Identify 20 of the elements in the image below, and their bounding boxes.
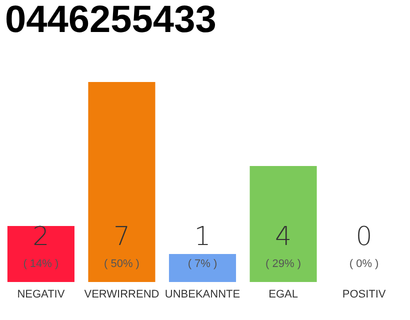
annotation: 1 (194, 222, 211, 252)
bar (168, 254, 236, 282)
data-label: ( 7% ) (188, 258, 218, 270)
chart-title: 0446255433 (5, 0, 216, 41)
x-tick-label: EGAL (268, 288, 298, 300)
annotation: 2 (32, 222, 50, 252)
annotation: 0 (356, 222, 372, 252)
x-tick-label: POSITIV (342, 288, 386, 300)
bar (7, 226, 74, 282)
data-label: ( 29% ) (266, 258, 302, 270)
annotation: 4 (275, 222, 292, 252)
bar (250, 166, 317, 282)
x-tick-label: NEGATIV (17, 288, 66, 300)
annotation: 7 (113, 222, 130, 252)
data-label: ( 50% ) (104, 258, 140, 270)
data-label: ( 0% ) (349, 258, 379, 270)
bar (88, 82, 156, 282)
x-tick-label: VERWIRREND (84, 288, 160, 300)
x-tick-label: UNBEKANNTE (164, 288, 240, 300)
data-label: ( 14% ) (23, 258, 59, 270)
